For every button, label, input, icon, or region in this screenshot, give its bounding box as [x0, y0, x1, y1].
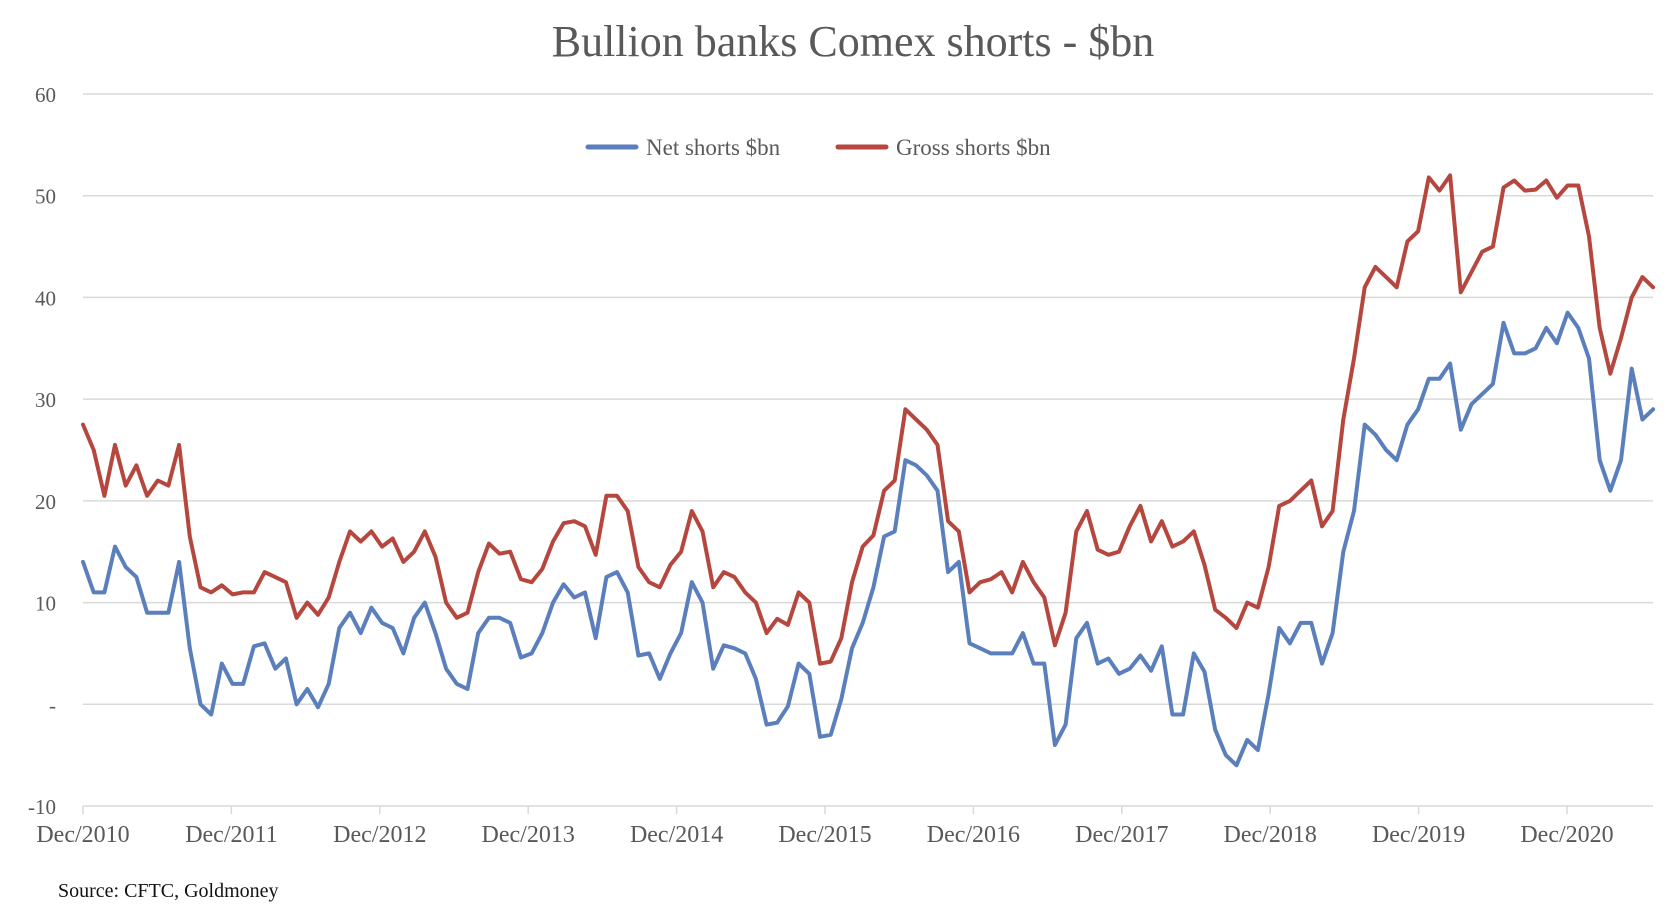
y-tick-label: 10: [35, 592, 56, 616]
x-tick-label: Dec/2014: [630, 822, 723, 848]
y-tick-label: 20: [35, 490, 56, 514]
source-note: Source: CFTC, Goldmoney: [58, 880, 279, 902]
legend-label: Gross shorts $bn: [896, 135, 1051, 160]
gross-shorts-line: [81, 173, 1656, 666]
y-tick-label: 60: [35, 83, 56, 107]
x-tick-label: Dec/2020: [1520, 822, 1613, 848]
y-tick-label: 30: [35, 388, 56, 412]
y-tick-label: -10: [28, 795, 56, 819]
chart-title: Bullion banks Comex shorts - $bn: [552, 17, 1155, 66]
y-tick-label: 40: [35, 286, 56, 310]
legend: Net shorts $bn Gross shorts $bn: [585, 135, 1051, 160]
series-lines: [81, 173, 1656, 768]
net-shorts-line: [81, 310, 1656, 768]
x-tick-label: Dec/2017: [1075, 822, 1168, 848]
x-tick-label: Dec/2011: [185, 822, 277, 848]
legend-label: Net shorts $bn: [646, 135, 781, 160]
x-axis-labels: Dec/2010 Dec/2011 Dec/2012 Dec/2013 Dec/2014…: [36, 822, 1613, 848]
y-tick-label: 50: [35, 185, 56, 209]
x-tick-label: Dec/2012: [333, 822, 426, 848]
y-tick-label: -: [49, 693, 56, 717]
x-tick-label: Dec/2010: [36, 822, 129, 848]
x-tick-label: Dec/2013: [482, 822, 575, 848]
x-tick-label: Dec/2018: [1224, 822, 1317, 848]
x-tick-label: Dec/2019: [1372, 822, 1465, 848]
x-tick-label: Dec/2015: [778, 822, 871, 848]
x-tick-label: Dec/2016: [927, 822, 1020, 848]
